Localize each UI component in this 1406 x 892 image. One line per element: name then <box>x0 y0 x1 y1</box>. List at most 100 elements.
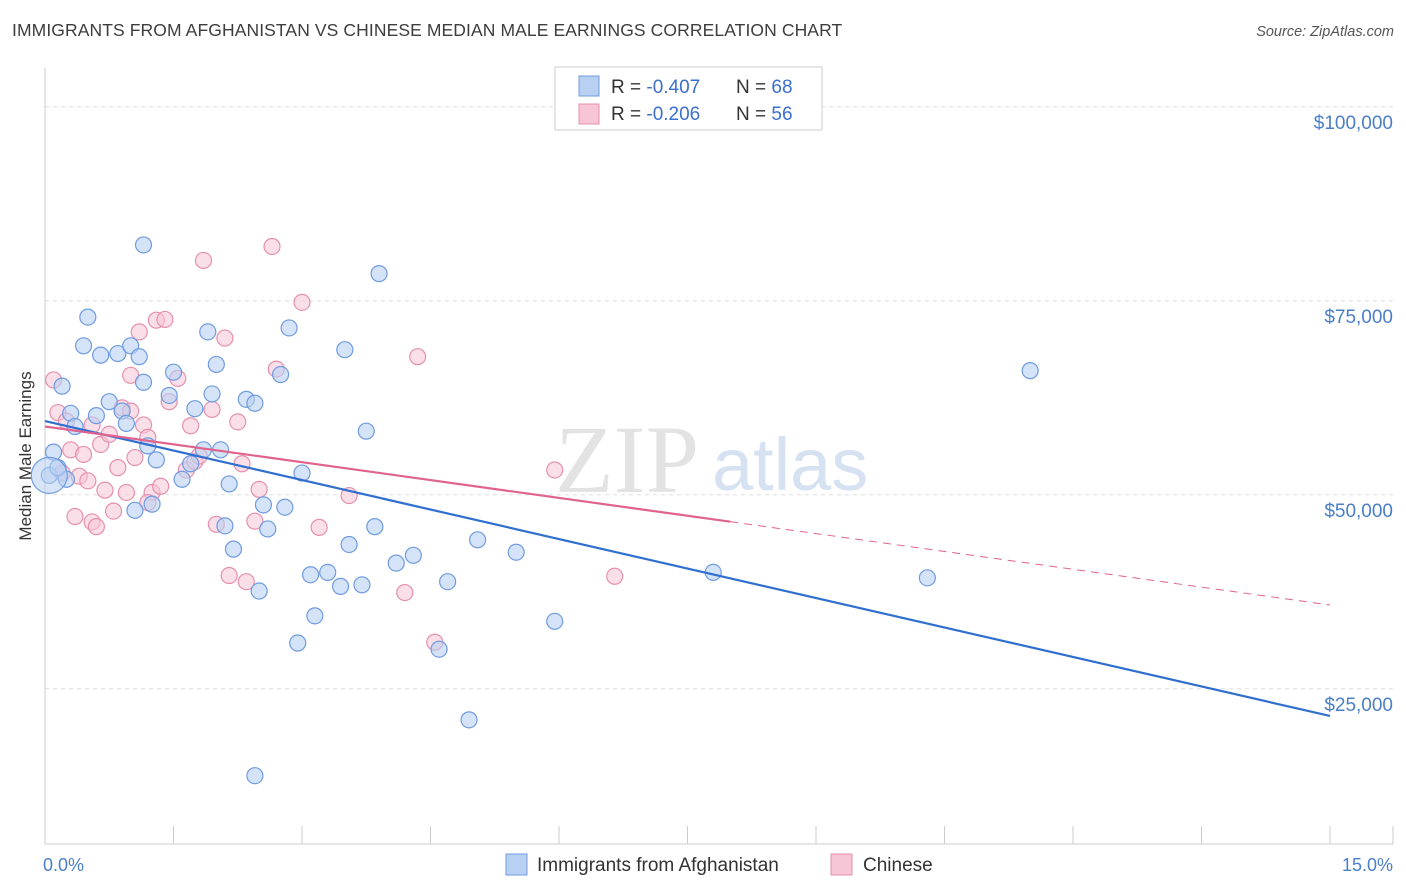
point-afghanistan-14 <box>126 501 144 519</box>
watermark-zip: ZIP <box>555 406 699 513</box>
point-afghanistan-19 <box>147 451 165 469</box>
point-afghanistan-61 <box>546 612 564 630</box>
point-chinese-50 <box>606 567 624 585</box>
bottom-legend-swatch-afghanistan <box>505 853 528 876</box>
point-afghanistan-54 <box>387 554 405 572</box>
point-afghanistan-6 <box>74 337 93 355</box>
grid-lines <box>45 106 1393 690</box>
point-chinese-29 <box>182 417 200 435</box>
point-afghanistan-28 <box>203 385 221 403</box>
x-ticks <box>44 826 1394 844</box>
point-chinese-54 <box>233 455 251 473</box>
point-afghanistan-51 <box>357 422 375 440</box>
x-tick-label-max: 15.0% <box>1342 855 1393 875</box>
point-chinese-38 <box>237 573 255 591</box>
y-tick-labels: $25,000 $50,000 $75,000 $100,000 <box>1314 113 1393 716</box>
legend-r-label-2: R = <box>611 104 646 125</box>
point-chinese-49 <box>546 461 564 479</box>
point-chinese-8 <box>79 472 97 490</box>
point-chinese-7 <box>74 445 93 464</box>
point-afghanistan-21 <box>160 386 178 405</box>
bottom-legend: Immigrants from Afghanistan Chinese <box>505 853 933 876</box>
point-chinese-46 <box>396 583 414 602</box>
point-chinese-52 <box>156 310 174 329</box>
point-chinese-25 <box>152 477 170 495</box>
point-chinese-47 <box>409 348 427 366</box>
point-afghanistan-29 <box>207 355 225 374</box>
watermark: ZIP atlas <box>555 406 868 513</box>
point-afghanistan-large <box>30 456 68 494</box>
point-afghanistan-39 <box>271 365 290 384</box>
point-afghanistan-8 <box>92 346 110 364</box>
point-afghanistan-63 <box>918 569 936 587</box>
legend-n-label-1: N = <box>736 77 771 98</box>
point-afghanistan-42 <box>289 634 307 652</box>
x-tick-labels: 0.0% 15.0% <box>43 855 1393 875</box>
point-chinese-33 <box>203 400 221 419</box>
series-afghanistan-points <box>30 236 1039 785</box>
legend-r-value-1: -0.407 <box>646 77 700 98</box>
point-afghanistan-64 <box>1021 362 1039 380</box>
point-afghanistan-37 <box>254 496 273 514</box>
point-afghanistan-38 <box>259 520 277 538</box>
point-afghanistan-7 <box>79 308 97 326</box>
trend-lines <box>44 420 1331 718</box>
bottom-legend-label-chinese: Chinese <box>863 855 933 876</box>
point-chinese-36 <box>220 566 238 585</box>
point-chinese-44 <box>310 518 328 536</box>
point-chinese-19 <box>126 448 144 467</box>
y-tick-label-75000: $75,000 <box>1324 307 1393 328</box>
legend-swatch-chinese <box>578 103 600 125</box>
x-tick-label-min: 0.0% <box>43 855 84 875</box>
chart-source: Source: ZipAtlas.com <box>1256 24 1394 40</box>
point-afghanistan-57 <box>439 573 457 591</box>
point-afghanistan-45 <box>306 607 324 625</box>
point-chinese-14 <box>104 502 123 520</box>
point-afghanistan-60 <box>507 543 525 561</box>
point-chinese-35 <box>216 329 234 347</box>
point-afghanistan-18 <box>143 495 161 513</box>
point-chinese-40 <box>250 480 268 498</box>
watermark-atlas: atlas <box>712 423 868 506</box>
trend-line-afghanistan <box>44 420 1331 718</box>
point-afghanistan-10 <box>109 344 127 363</box>
trend-line-chinese-extension <box>730 521 1331 606</box>
point-chinese-12 <box>96 481 114 499</box>
point-afghanistan-53 <box>370 265 388 283</box>
svg-text:R = -0.206: R = -0.206 <box>611 104 700 125</box>
svg-text:N = 56: N = 56 <box>736 104 793 125</box>
legend-r-value-2: -0.206 <box>646 104 700 125</box>
point-afghanistan-16 <box>134 373 153 391</box>
point-afghanistan-27 <box>199 323 217 341</box>
y-tick-label-25000: $25,000 <box>1324 695 1393 716</box>
point-afghanistan-22 <box>164 363 183 381</box>
point-afghanistan-46 <box>319 563 337 582</box>
point-afghanistan-33 <box>224 540 243 558</box>
point-chinese-43 <box>293 293 311 311</box>
point-afghanistan-35 <box>246 394 264 412</box>
point-chinese-15 <box>109 459 127 477</box>
point-afghanistan-41 <box>280 319 298 337</box>
point-afghanistan-20 <box>134 236 153 254</box>
point-afghanistan-50 <box>353 576 371 594</box>
point-afghanistan-56 <box>430 640 448 658</box>
point-chinese-37 <box>229 413 247 431</box>
point-afghanistan-65 <box>246 767 264 785</box>
point-chinese-5 <box>66 507 84 526</box>
y-tick-label-100000: $100,000 <box>1314 113 1393 134</box>
legend-swatch-afghanistan <box>578 75 600 97</box>
legend-n-value-1: 68 <box>771 77 792 98</box>
point-afghanistan-48 <box>336 341 354 359</box>
point-chinese-17 <box>117 483 135 502</box>
svg-text:N = 68: N = 68 <box>736 77 793 98</box>
legend-n-value-2: 56 <box>771 104 792 125</box>
point-chinese-20 <box>130 323 148 341</box>
point-afghanistan-23 <box>173 470 191 488</box>
point-afghanistan-44 <box>301 566 320 584</box>
legend-box: R = -0.407 N = 68 R = -0.206 N = 56 <box>554 66 823 131</box>
legend-n-label-2: N = <box>736 104 771 125</box>
point-afghanistan-25 <box>186 400 204 418</box>
point-afghanistan-52 <box>366 518 384 536</box>
y-tick-label-50000: $50,000 <box>1324 501 1393 522</box>
point-afghanistan-24 <box>182 455 200 473</box>
